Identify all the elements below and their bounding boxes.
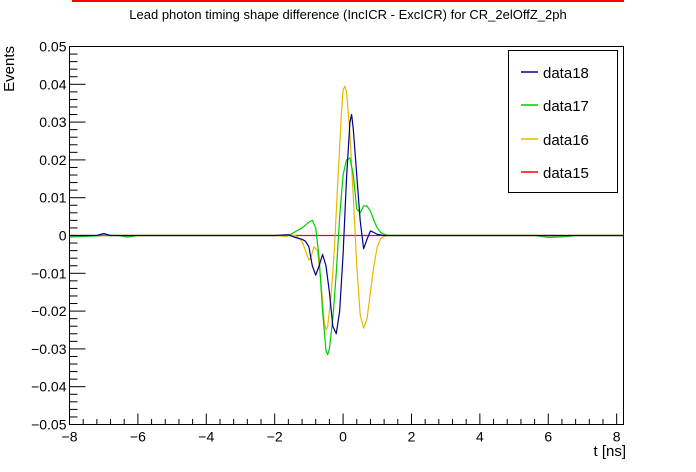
y-axis-label: Events [1, 46, 18, 92]
legend-label-data15: data15 [543, 165, 589, 182]
x-tick-label: 0 [339, 429, 347, 445]
x-tick-label: 6 [544, 429, 552, 445]
y-tick-label: −0.05 [31, 417, 67, 433]
y-tick-label: −0.04 [31, 379, 67, 395]
chart-title: Lead photon timing shape difference (Inc… [129, 7, 566, 22]
x-tick-label: −2 [267, 429, 283, 445]
axis-ticks: −8 −6 −4 −2 0 2 4 6 8 −0.05 −0.04 −0.03 −0.02 −0.01 0 0… [31, 39, 621, 445]
curves-group [69, 85, 624, 356]
y-tick-label: −0.02 [31, 303, 67, 319]
series-line-data18 [69, 113, 624, 335]
x-tick-label: −4 [198, 429, 214, 445]
legend-box [508, 50, 618, 193]
y-tick-label: 0.03 [39, 114, 66, 130]
y-tick-label: 0 [59, 228, 67, 244]
y-tick-label: 0.04 [39, 76, 66, 92]
x-tick-label: −6 [130, 429, 146, 445]
series-line-data16 [69, 85, 624, 331]
x-tick-label: 2 [408, 429, 416, 445]
x-tick-label: 4 [476, 429, 484, 445]
y-tick-label: 0.01 [39, 190, 66, 206]
x-axis-label: t [ns] [593, 443, 626, 460]
y-tick-label: 0.02 [39, 152, 66, 168]
legend-label-data17: data17 [543, 98, 589, 115]
legend-label-data18: data18 [543, 65, 589, 82]
y-tick-label: −0.03 [31, 341, 67, 357]
y-tick-label: −0.01 [31, 265, 67, 281]
legend: data18 data17 data16 data15 [508, 50, 618, 193]
x-tick-label: 8 [613, 429, 621, 445]
y-tick-label: 0.05 [39, 39, 66, 55]
x-tick-label: −8 [62, 429, 78, 445]
legend-label-data16: data16 [543, 132, 589, 149]
